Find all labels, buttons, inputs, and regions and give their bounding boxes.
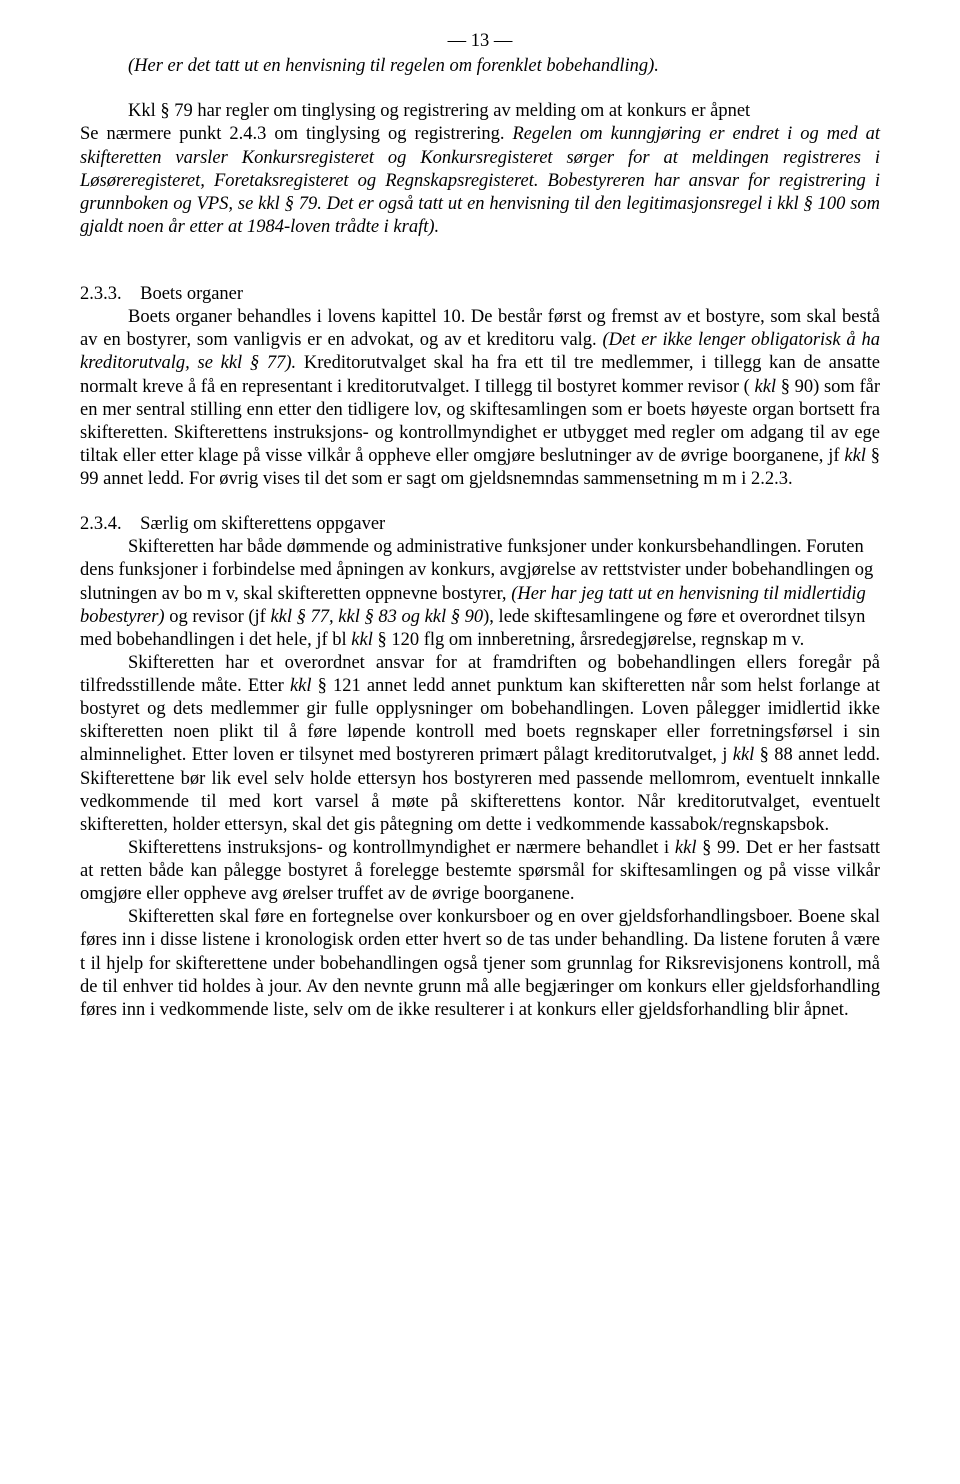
paragraph-italic-note: (Her er det tatt ut en henvisning til re… (80, 55, 880, 78)
paragraph: Skifterettens instruksjons- og kontrollm… (80, 837, 880, 906)
text: Se nærmere punkt 2.4.3 om tinglysing og … (80, 124, 512, 144)
section-heading-233: 2.3.3. Boets organer (80, 283, 880, 306)
paragraph: Skifteretten skal føre en fortegnelse ov… (80, 906, 880, 1022)
text-italic: kkl (755, 377, 777, 397)
section-title: Særlig om skifterettens oppgaver (140, 514, 385, 534)
paragraph: Skifteretten har både dømmende og admini… (80, 536, 880, 652)
section-heading-234: 2.3.4. Særlig om skifterettens oppgaver (80, 513, 880, 536)
text: Skifterettens instruksjons- og kontrollm… (128, 838, 675, 858)
text-italic: kkl (675, 838, 697, 858)
text-italic: kkl (844, 446, 866, 466)
page-number: — 13 — (80, 30, 880, 53)
text: Kkl § 79 har regler om tinglysing og reg… (128, 101, 750, 121)
spacer (80, 239, 880, 283)
text-italic: kkl § 77, kkl § 83 og kkl § 90 (270, 607, 483, 627)
text-italic: kkl (290, 676, 312, 696)
paragraph: Skifteretten har et overordnet ansvar fo… (80, 652, 880, 837)
section-title: Boets organer (140, 284, 243, 304)
text-italic: kkl (351, 630, 373, 650)
paragraph: Kkl § 79 har regler om tinglysing og reg… (80, 100, 880, 239)
document-page: — 13 — (Her er det tatt ut en henvisning… (0, 0, 960, 1484)
spacer (80, 78, 880, 100)
section-number: 2.3.3. (80, 284, 122, 304)
text: § 120 flg om innberetning, årsredegjørel… (373, 630, 804, 650)
paragraph: Boets organer behandles i lovens kapitte… (80, 306, 880, 491)
spacer (80, 491, 880, 513)
text: og revisor (jf (165, 607, 271, 627)
text: Skifteretten skal føre en fortegnelse ov… (80, 907, 880, 1020)
text-italic: kkl (733, 745, 755, 765)
section-number: 2.3.4. (80, 514, 122, 534)
